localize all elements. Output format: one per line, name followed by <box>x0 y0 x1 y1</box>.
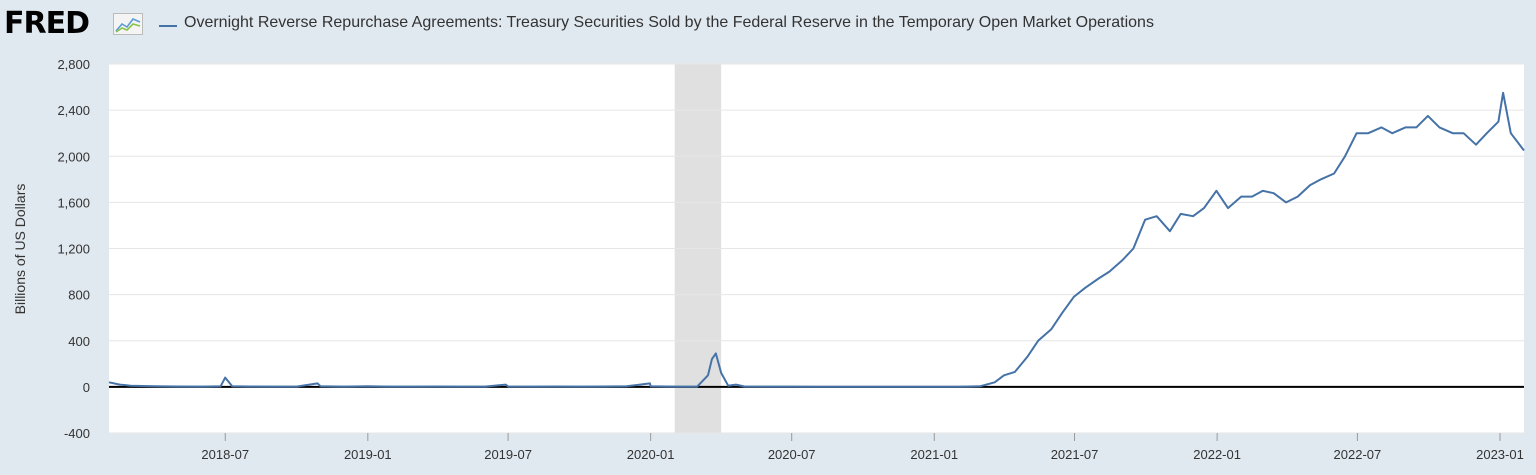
y-tick-label: -400 <box>64 426 90 441</box>
x-tick-label: 2022-01 <box>1193 447 1241 462</box>
x-tick-label: 2021-01 <box>910 447 958 462</box>
chart-header: FRED Overnight Reverse Repurchase Agreem… <box>0 0 1536 50</box>
y-tick-label: 2,800 <box>57 57 90 72</box>
x-tick-label: 2019-01 <box>344 447 392 462</box>
fred-graph-icon <box>113 13 143 35</box>
fred-logo[interactable]: FRED <box>4 6 90 41</box>
x-tick-label: 2019-07 <box>484 447 532 462</box>
x-tick-label: 2023-01 <box>1476 447 1524 462</box>
y-tick-label: 1,600 <box>57 195 90 210</box>
x-tick-label: 2021-07 <box>1051 447 1099 462</box>
y-tick-label: 2,000 <box>57 149 90 164</box>
x-tick-label: 2022-07 <box>1334 447 1382 462</box>
y-tick-label: 800 <box>68 288 90 303</box>
y-tick-label: 400 <box>68 334 90 349</box>
x-tick-label: 2018-07 <box>201 447 249 462</box>
legend-series-label[interactable]: Overnight Reverse Repurchase Agreements:… <box>184 14 1154 31</box>
y-tick-label: 2,400 <box>57 103 90 118</box>
y-tick-label: 1,200 <box>57 242 90 257</box>
series-line <box>108 91 1525 388</box>
x-tick-label: 2020-07 <box>768 447 816 462</box>
y-tick-label: 0 <box>83 380 90 395</box>
legend-series-swatch <box>159 25 177 27</box>
x-tick-label: 2020-01 <box>627 447 675 462</box>
y-axis-title: Billions of US Dollars <box>12 184 28 315</box>
